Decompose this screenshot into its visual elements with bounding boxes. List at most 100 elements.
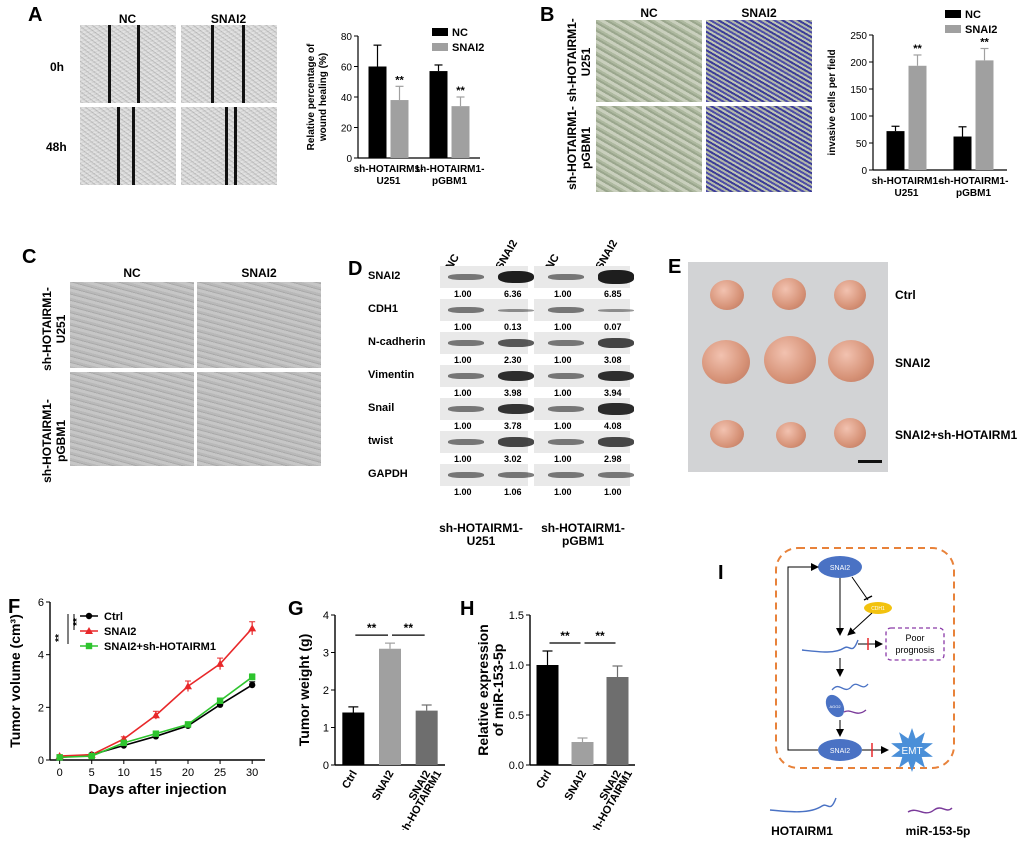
bar bbox=[886, 131, 905, 170]
node-cdh1 bbox=[864, 602, 892, 614]
protein-band bbox=[498, 338, 534, 348]
data-point bbox=[216, 659, 225, 667]
legend-label: NC bbox=[965, 9, 981, 21]
b-image-u251-snai2 bbox=[706, 20, 812, 102]
x-category-label: U251 bbox=[895, 188, 919, 198]
y-axis-label: invasive cells per field bbox=[827, 49, 838, 155]
a-row-header-48h: 48h bbox=[46, 140, 67, 154]
bar bbox=[390, 100, 409, 158]
arrow-cdh1-to-hotairm1 bbox=[847, 612, 873, 636]
chart-a: 020406080**sh-HOTAIRM1-U251**sh-HOTAIRM1… bbox=[306, 27, 484, 187]
x-category-label: sh-HOTAIRM1- bbox=[939, 176, 1009, 187]
panel-label-f: F bbox=[8, 596, 21, 618]
significance-label: ** bbox=[560, 629, 570, 643]
tumor-photo bbox=[688, 262, 888, 472]
blot-strip bbox=[440, 431, 528, 453]
legend-hotairm1-symbol bbox=[769, 797, 837, 813]
tumor-ctrl-1 bbox=[710, 280, 744, 310]
protein-band bbox=[548, 307, 584, 313]
y-tick-label: 0.5 bbox=[509, 710, 524, 722]
y-tick-label: 1.0 bbox=[509, 660, 524, 672]
significance-label: ** bbox=[72, 618, 83, 626]
x-category-label: pGBM1 bbox=[432, 176, 467, 187]
bar bbox=[379, 648, 401, 765]
node-snai2-top-label: SNAI2 bbox=[830, 565, 850, 572]
c-image-pgbm1-snai2 bbox=[197, 372, 321, 466]
x-category-label: U251 bbox=[377, 176, 401, 187]
x-tick-label: 10 bbox=[118, 767, 130, 779]
y-tick-label: 60 bbox=[341, 63, 353, 74]
significance-label: ** bbox=[395, 74, 404, 86]
protein-band bbox=[448, 340, 484, 346]
legend-swatch bbox=[945, 10, 961, 18]
legend-hotairm1-label: HOTAIRM1 bbox=[771, 824, 833, 838]
protein-band bbox=[598, 472, 634, 478]
data-point bbox=[248, 673, 256, 681]
protein-band bbox=[498, 270, 534, 284]
y-tick-label: 100 bbox=[850, 112, 867, 123]
protein-band bbox=[498, 471, 534, 479]
blot-strip bbox=[440, 398, 528, 420]
y-tick-label: 40 bbox=[341, 93, 353, 104]
blot-strip bbox=[440, 365, 528, 387]
protein-label: CDH1 bbox=[368, 303, 398, 315]
node-cdh1-label: CDH1 bbox=[871, 606, 885, 612]
tumor-snai2-1 bbox=[702, 340, 750, 384]
x-category-label: Ctrl bbox=[340, 769, 360, 791]
a-col-header-snai2: SNAI2 bbox=[210, 12, 247, 26]
significance-label: ** bbox=[367, 621, 377, 635]
band-quantification: 1.00 bbox=[454, 289, 472, 299]
x-axis-label: Days after injection bbox=[88, 781, 226, 798]
band-quantification: 1.00 bbox=[554, 289, 572, 299]
tumor-combo-3 bbox=[834, 418, 866, 448]
band-quantification: 3.08 bbox=[604, 355, 622, 365]
band-quantification: 2.30 bbox=[504, 355, 522, 365]
e-group-snai2: SNAI2 bbox=[895, 356, 931, 370]
b-image-pgbm1-nc bbox=[596, 106, 702, 192]
band-quantification: 3.98 bbox=[504, 388, 522, 398]
mir-153-5p-rna bbox=[843, 709, 867, 714]
legend-label: SNAI2+sh-HOTAIRM1 bbox=[104, 641, 216, 653]
y-tick-label: 0 bbox=[346, 154, 352, 165]
protein-band bbox=[448, 439, 484, 445]
chart-b: 050100150200250**sh-HOTAIRM1-U251**sh-HO… bbox=[827, 9, 1009, 198]
y-tick-label: 6 bbox=[38, 597, 44, 609]
data-point bbox=[216, 697, 224, 704]
protein-band bbox=[598, 370, 634, 382]
band-quantification: 1.00 bbox=[554, 454, 572, 464]
x-category-label: sh-HOTAIRM1- bbox=[354, 164, 424, 175]
bar bbox=[975, 60, 994, 170]
series-line bbox=[59, 684, 253, 759]
band-quantification: 1.00 bbox=[554, 322, 572, 332]
b-row-header-pgbm1: sh-HOTAIRM1- pGBM1 bbox=[565, 106, 593, 190]
y-tick-label: 4 bbox=[38, 650, 44, 662]
protein-band bbox=[598, 437, 634, 447]
panel-label-h: H bbox=[460, 598, 475, 620]
protein-band bbox=[548, 373, 584, 379]
y-axis-label: Tumor weight (g) bbox=[296, 634, 312, 747]
band-quantification: 1.00 bbox=[454, 454, 472, 464]
legend-label: SNAI2 bbox=[965, 24, 997, 36]
data-point bbox=[56, 754, 63, 761]
y-tick-label: 0.0 bbox=[509, 760, 524, 772]
legend-swatch bbox=[432, 43, 448, 51]
protein-label: Vimentin bbox=[368, 369, 415, 381]
x-category-label: pGBM1 bbox=[956, 188, 991, 198]
panel-label-i: I bbox=[718, 562, 724, 584]
legend-swatch bbox=[432, 28, 448, 36]
tumor-snai2-2 bbox=[764, 336, 816, 384]
node-snai2-top bbox=[818, 556, 862, 578]
protein-label: GAPDH bbox=[368, 468, 408, 480]
protein-band bbox=[548, 406, 584, 412]
band-quantification: 1.00 bbox=[454, 421, 472, 431]
band-quantification: 0.13 bbox=[504, 322, 522, 332]
bar bbox=[368, 66, 387, 158]
node-snai2-bottom bbox=[818, 739, 862, 761]
e-group-ctrl: Ctrl bbox=[895, 288, 916, 302]
band-quantification: 3.94 bbox=[604, 388, 622, 398]
b-col-header-nc: NC bbox=[640, 6, 658, 20]
b-row-header-u251: sh-HOTAIRM1- U251 bbox=[565, 18, 593, 102]
bar bbox=[451, 106, 470, 158]
legend-mir-symbol bbox=[907, 807, 953, 814]
